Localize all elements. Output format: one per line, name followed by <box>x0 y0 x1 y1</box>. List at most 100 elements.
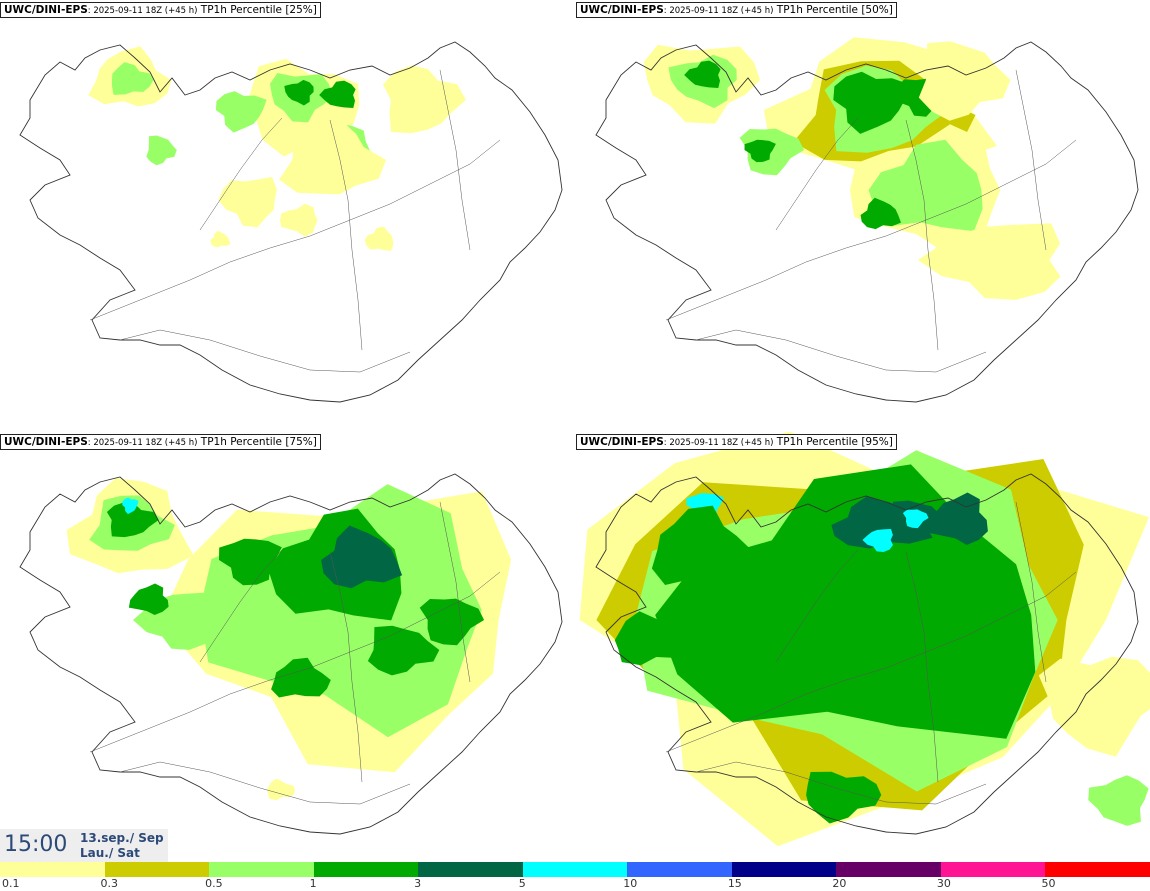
precip-contour <box>219 538 282 586</box>
precip-contour <box>218 177 277 228</box>
colorbar-segment <box>836 862 941 877</box>
road-line <box>695 329 987 373</box>
precip-contour <box>210 230 231 248</box>
road-line <box>775 549 859 663</box>
precip-contour <box>744 139 776 163</box>
precip-contour <box>266 778 295 801</box>
road-line <box>439 501 471 683</box>
precip-contour <box>1088 775 1149 826</box>
panel-title: UWC/DINI-EPS: 2025-09-11 18Z (+45 h) TP1… <box>576 2 897 18</box>
precip-contour <box>215 91 267 133</box>
panel-title: UWC/DINI-EPS: 2025-09-11 18Z (+45 h) TP1… <box>576 434 897 450</box>
precip-contour <box>1038 656 1150 757</box>
precip-contour <box>918 41 1011 121</box>
map-panel-p50: UWC/DINI-EPS: 2025-09-11 18Z (+45 h) TP1… <box>576 0 1150 430</box>
precip-contour <box>112 62 154 95</box>
panel-title: UWC/DINI-EPS: 2025-09-11 18Z (+45 h) TP1… <box>0 434 321 450</box>
coastline <box>595 41 1139 403</box>
precip-contour <box>319 80 356 108</box>
road-line <box>439 69 471 251</box>
colorbar-label: 15 <box>727 877 742 890</box>
colorbar-label: 0.3 <box>100 877 119 890</box>
precip-contour <box>860 197 901 230</box>
map-panel-p95: UWC/DINI-EPS: 2025-09-11 18Z (+45 h) TP1… <box>576 432 1150 862</box>
colorbar-segment <box>0 862 105 877</box>
precip-contour <box>651 505 752 585</box>
road-line <box>329 119 363 351</box>
precip-contour <box>122 497 139 515</box>
precip-contour <box>367 625 440 676</box>
colorbar-label: 0.1 <box>2 877 20 890</box>
road-line <box>199 549 283 663</box>
colorbar-labels: 0.1 0.3 0.5 1 3 5 10 15 20 30 50 <box>0 877 1150 891</box>
road-line <box>905 119 939 351</box>
precip-contour <box>928 492 988 545</box>
precip-contour <box>806 771 882 824</box>
precip-contour <box>902 509 929 529</box>
colorbar-segment <box>627 862 732 877</box>
colorbar-label: 0.5 <box>205 877 223 890</box>
map-panel-p75: UWC/DINI-EPS: 2025-09-11 18Z (+45 h) TP1… <box>0 432 574 862</box>
road-line <box>119 761 411 805</box>
precip-map-p25 <box>19 41 563 403</box>
valid-day: Lau./ Sat <box>80 846 140 860</box>
colorbar-label: 50 <box>1041 877 1056 890</box>
road-line <box>775 117 859 231</box>
precip-field <box>66 478 512 801</box>
colorbar-segment <box>313 862 419 877</box>
road-line <box>665 139 1077 321</box>
precip-field <box>579 432 1150 847</box>
colorbar-segment <box>731 862 837 877</box>
road-line <box>695 761 987 805</box>
colorbar-label: 20 <box>832 877 847 890</box>
precip-contour <box>271 657 331 698</box>
precip-contour <box>739 128 805 176</box>
precip-contour <box>614 611 690 666</box>
colorbar-segment <box>104 862 210 877</box>
colorbar-segment <box>209 862 314 877</box>
precip-map-p50 <box>595 37 1139 403</box>
colorbar-segment <box>1045 862 1150 877</box>
precip-map-p95 <box>579 432 1150 847</box>
precip-contour <box>284 79 314 106</box>
precip-contour <box>364 226 394 251</box>
road-line <box>89 571 501 753</box>
precip-contour <box>146 135 177 166</box>
precip-contour <box>321 525 403 589</box>
road-line <box>119 329 411 373</box>
precip-field <box>88 46 466 251</box>
road-line <box>1015 69 1047 251</box>
precip-contour <box>106 502 159 538</box>
road-line <box>665 571 1077 753</box>
road-line <box>89 139 501 321</box>
precip-contour <box>419 598 485 646</box>
precip-map-p75 <box>19 473 563 835</box>
coastline <box>19 473 563 835</box>
colorbar <box>0 862 1150 877</box>
valid-date: 13.sep./ Sep <box>80 831 164 845</box>
precip-contour <box>862 529 893 552</box>
panel-title: UWC/DINI-EPS: 2025-09-11 18Z (+45 h) TP1… <box>0 2 321 18</box>
precip-contour <box>917 223 1061 300</box>
valid-time: 15:00 <box>4 832 68 857</box>
precip-field <box>643 37 1061 300</box>
colorbar-label: 5 <box>518 877 526 890</box>
precip-contour <box>684 60 721 88</box>
precip-contour <box>383 65 466 134</box>
precip-contour <box>868 139 983 232</box>
precip-contour <box>128 583 169 615</box>
map-panel-p25: UWC/DINI-EPS: 2025-09-11 18Z (+45 h) TP1… <box>0 0 574 430</box>
colorbar-segment <box>522 862 628 877</box>
colorbar-label: 10 <box>623 877 638 890</box>
road-line <box>199 117 283 231</box>
precip-contour <box>833 71 911 134</box>
road-line <box>905 551 939 783</box>
colorbar-label: 30 <box>936 877 951 890</box>
coastline <box>19 41 563 403</box>
road-line <box>1015 501 1047 683</box>
colorbar-label: 1 <box>309 877 317 890</box>
colorbar-segment <box>418 862 523 877</box>
precip-contour <box>279 120 387 195</box>
colorbar-segment <box>940 862 1046 877</box>
precip-contour <box>280 203 318 237</box>
